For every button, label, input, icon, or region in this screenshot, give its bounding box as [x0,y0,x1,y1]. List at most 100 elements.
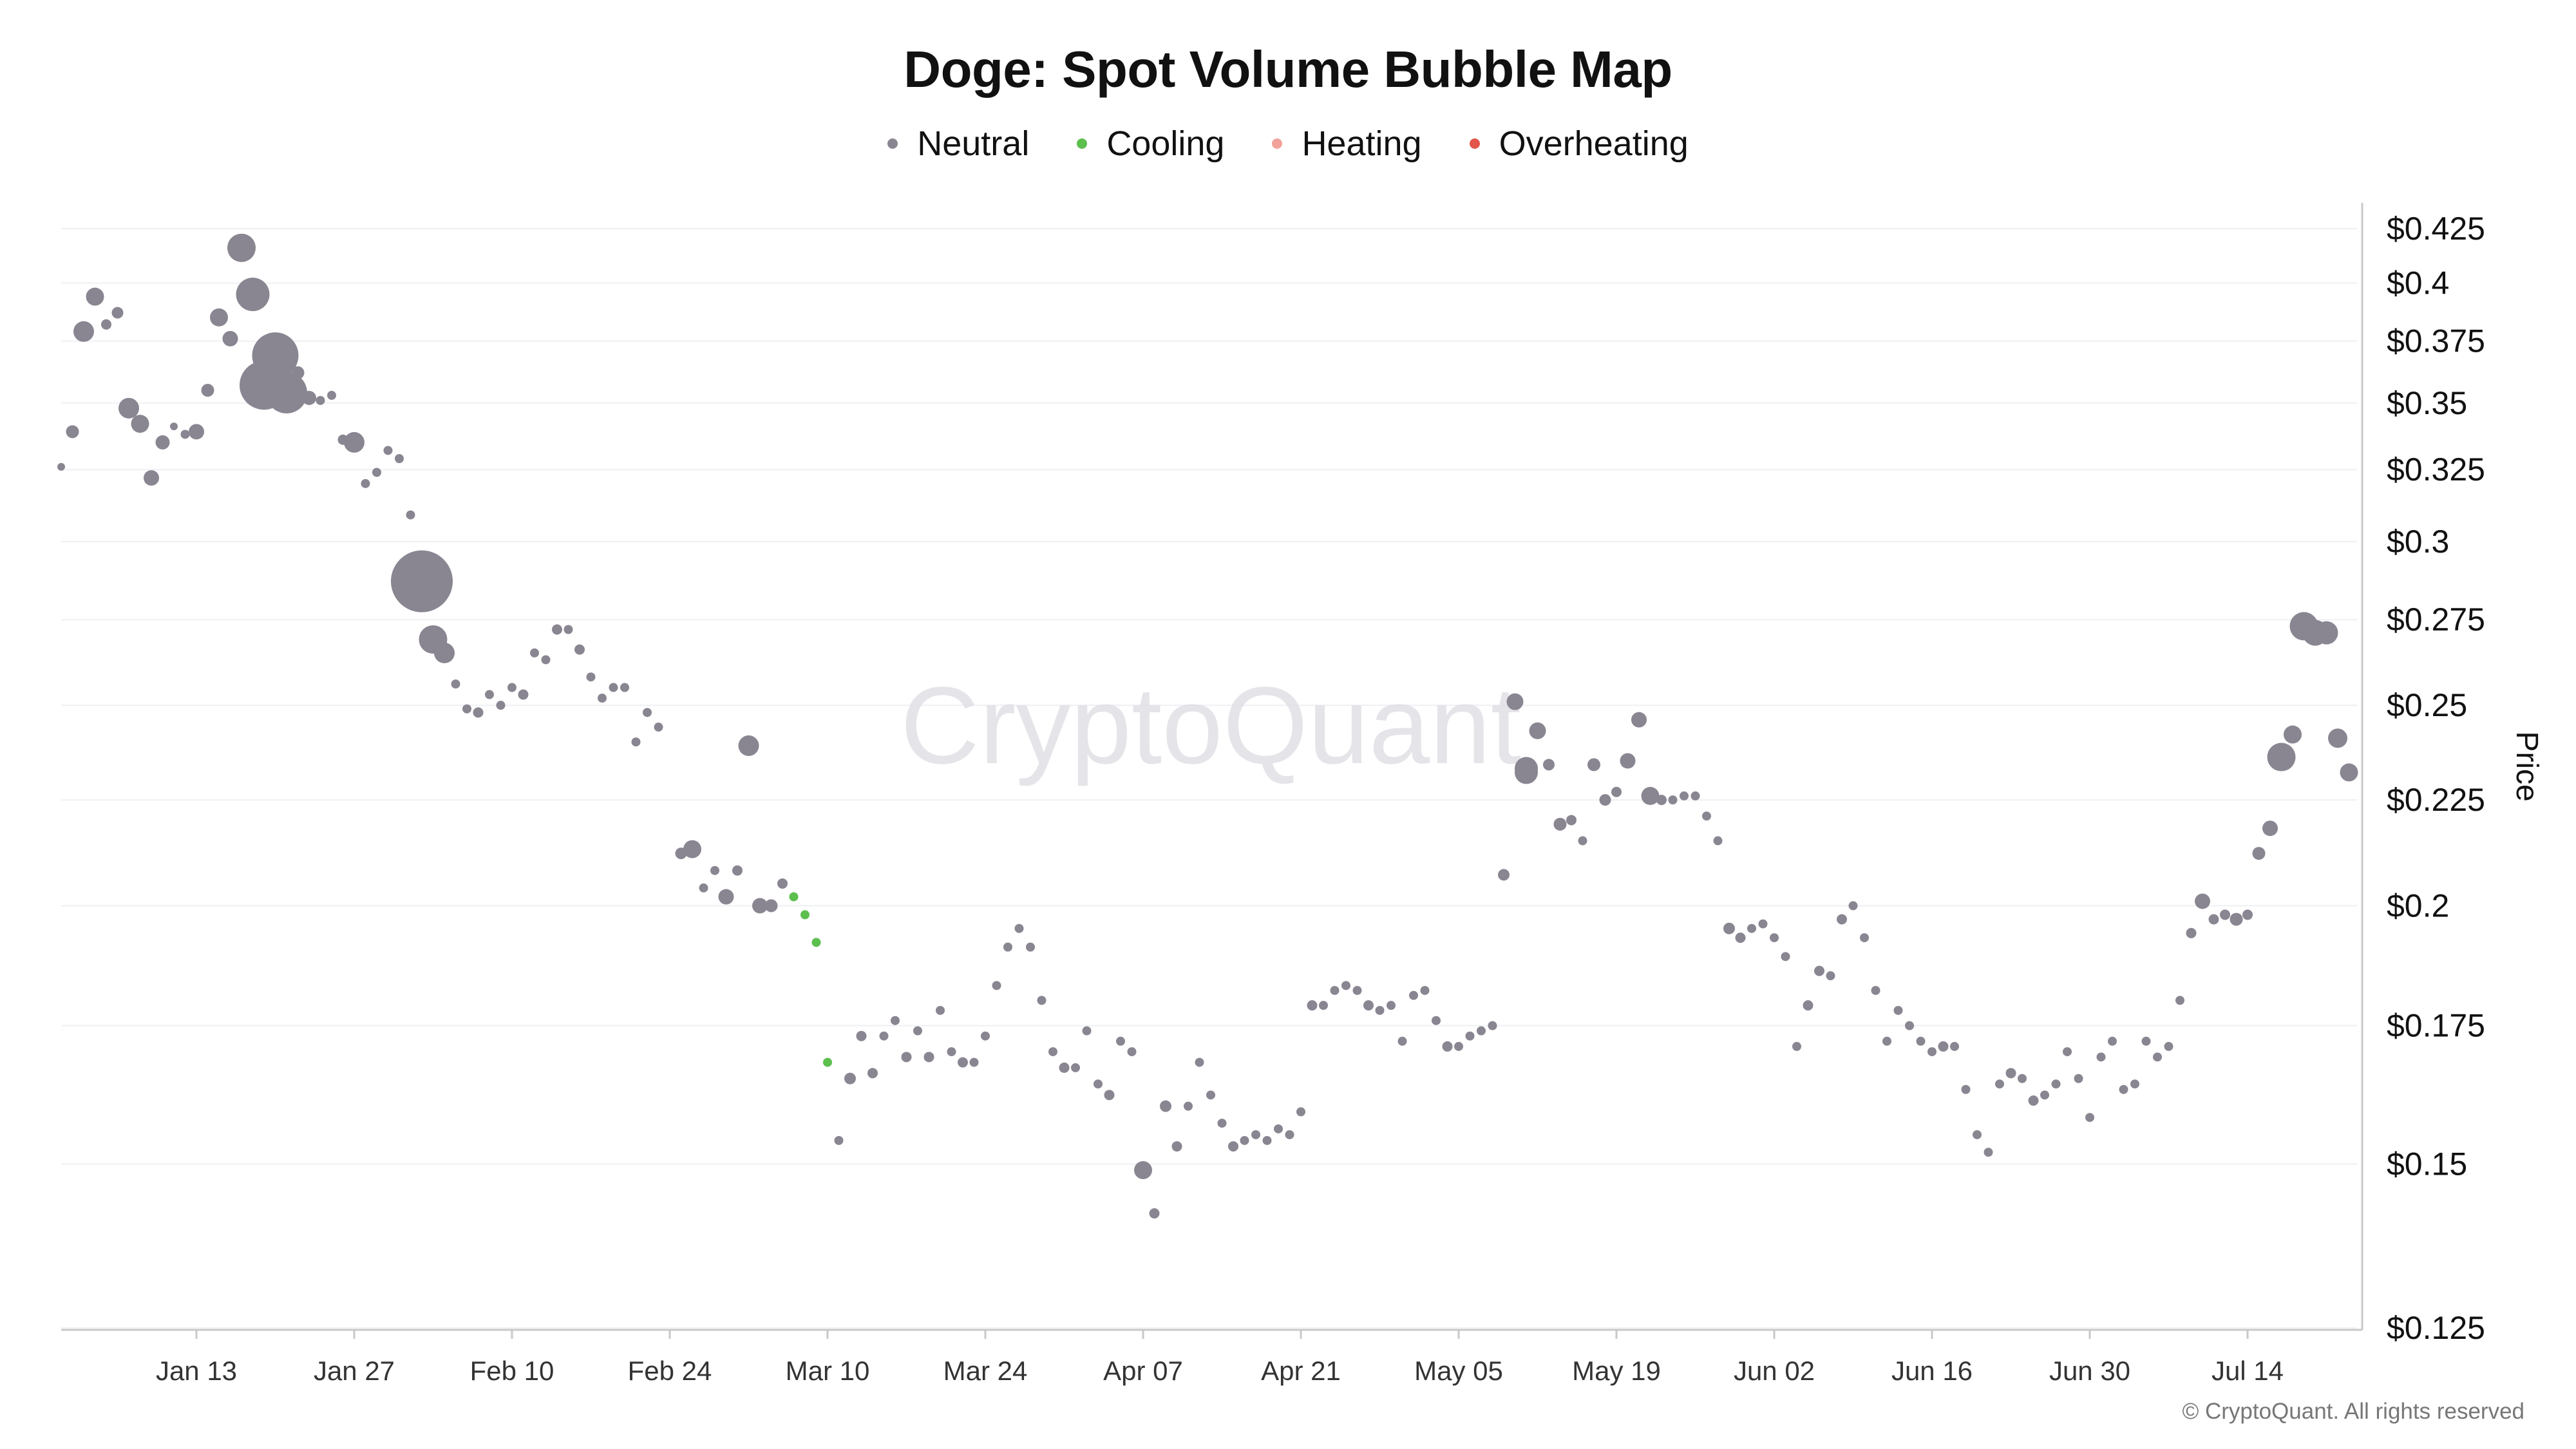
bubble-neutral[interactable] [541,655,551,665]
bubble-neutral[interactable] [180,430,190,439]
bubble-neutral[interactable] [302,390,316,405]
bubble-neutral[interactable] [1160,1100,1171,1112]
bubble-neutral[interactable] [1961,1084,1971,1094]
bubble-neutral[interactable] [1071,1063,1080,1072]
bubble-neutral[interactable] [1003,942,1012,952]
bubble-neutral[interactable] [222,330,238,346]
bubble-neutral[interactable] [201,384,214,397]
bubble-neutral[interactable] [1747,923,1756,933]
bubble-neutral[interactable] [316,395,325,405]
bubble-neutral[interactable] [518,689,529,700]
bubble-neutral[interactable] [530,648,539,658]
bubble-neutral[interactable] [2284,725,2302,744]
bubble-neutral[interactable] [1149,1208,1160,1219]
bubble-neutral[interactable] [1826,971,1835,981]
bubble-neutral[interactable] [1498,869,1510,881]
bubble-neutral[interactable] [1375,1005,1385,1015]
bubble-neutral[interactable] [1094,1079,1103,1089]
bubble-neutral[interactable] [291,366,305,379]
bubble-neutral[interactable] [1171,1141,1182,1152]
bubble-neutral[interactable] [1916,1036,1926,1046]
bubble-neutral[interactable] [738,735,759,756]
bubble-neutral[interactable] [1285,1130,1294,1139]
bubble-neutral[interactable] [2315,621,2338,645]
bubble-neutral[interactable] [981,1031,990,1041]
bubble-neutral[interactable] [189,424,204,440]
bubble-neutral[interactable] [1195,1057,1204,1067]
bubble-neutral[interactable] [1251,1130,1260,1139]
bubble-neutral[interactable] [844,1072,856,1084]
bubble-neutral[interactable] [1927,1047,1937,1057]
bubble-neutral[interactable] [699,883,708,893]
bubble-neutral[interactable] [1206,1090,1215,1100]
bubble-neutral[interactable] [1363,1000,1374,1011]
bubble-neutral[interactable] [144,470,159,486]
bubble-neutral[interactable] [1026,942,1035,952]
bubble-neutral[interactable] [1059,1062,1070,1073]
bubble-neutral[interactable] [1611,786,1622,797]
bubble-neutral[interactable] [236,278,270,312]
bubble-neutral[interactable] [1217,1119,1227,1128]
bubble-neutral[interactable] [958,1057,968,1068]
bubble-neutral[interactable] [1631,712,1647,728]
bubble-neutral[interactable] [118,397,139,419]
bubble-neutral[interactable] [210,308,228,327]
bubble-neutral[interactable] [1871,985,1880,995]
bubble-neutral[interactable] [1082,1026,1092,1036]
bubble-neutral[interactable] [2018,1074,2027,1083]
bubble-neutral[interactable] [473,707,484,718]
bubble-neutral[interactable] [1848,901,1858,911]
bubble-neutral[interactable] [1656,795,1667,806]
bubble-neutral[interactable] [564,625,573,634]
bubble-neutral[interactable] [2242,909,2253,920]
bubble-neutral[interactable] [992,981,1001,990]
bubble-neutral[interactable] [1566,815,1577,826]
bubble-neutral[interactable] [266,372,307,413]
bubble-neutral[interactable] [2267,743,2296,772]
bubble-neutral[interactable] [1814,965,1824,976]
bubble-neutral[interactable] [227,233,256,262]
bubble-neutral[interactable] [1104,1090,1115,1101]
bubble-neutral[interactable] [732,865,743,876]
bubble-neutral[interactable] [1882,1036,1891,1046]
bubble-neutral[interactable] [901,1052,912,1063]
bubble-neutral[interactable] [395,454,404,464]
bubble-neutral[interactable] [327,390,336,400]
bubble-neutral[interactable] [496,701,506,710]
bubble-neutral[interactable] [1553,817,1567,831]
bubble-neutral[interactable] [923,1052,934,1063]
legend-item-cooling[interactable]: Cooling [1077,124,1224,164]
bubble-neutral[interactable] [1620,753,1636,769]
bubble-neutral[interactable] [1781,952,1790,961]
bubble-neutral[interactable] [1758,919,1768,929]
bubble-neutral[interactable] [1432,1016,1441,1025]
bubble-neutral[interactable] [2005,1068,2016,1079]
bubble-neutral[interactable] [507,683,516,692]
bubble-neutral[interactable] [1860,933,1869,943]
bubble-neutral[interactable] [1274,1124,1283,1133]
bubble-neutral[interactable] [383,446,393,455]
bubble-neutral[interactable] [574,644,585,655]
bubble-neutral[interactable] [1680,791,1689,800]
bubble-neutral[interactable] [1770,933,1779,943]
bubble-neutral[interactable] [1690,791,1700,800]
bubble-neutral[interactable] [586,672,596,682]
bubble-neutral[interactable] [1048,1047,1057,1057]
bubble-neutral[interactable] [155,435,170,450]
bubble-neutral[interactable] [1973,1130,1982,1139]
bubble-neutral[interactable] [764,899,778,913]
bubble-neutral[interactable] [1995,1079,2004,1089]
bubble-neutral[interactable] [867,1068,878,1079]
bubble-neutral[interactable] [2085,1113,2094,1122]
bubble-neutral[interactable] [1116,1036,1125,1046]
bubble-neutral[interactable] [111,307,124,319]
bubble-neutral[interactable] [131,415,149,433]
legend-item-heating[interactable]: Heating [1272,124,1422,164]
bubble-neutral[interactable] [1014,923,1024,933]
bubble-neutral[interactable] [2186,927,2197,938]
bubble-neutral[interactable] [462,704,471,714]
bubble-neutral[interactable] [1296,1107,1305,1117]
bubble-neutral[interactable] [947,1047,956,1057]
bubble-neutral[interactable] [2074,1074,2083,1083]
bubble-neutral[interactable] [2130,1079,2139,1089]
